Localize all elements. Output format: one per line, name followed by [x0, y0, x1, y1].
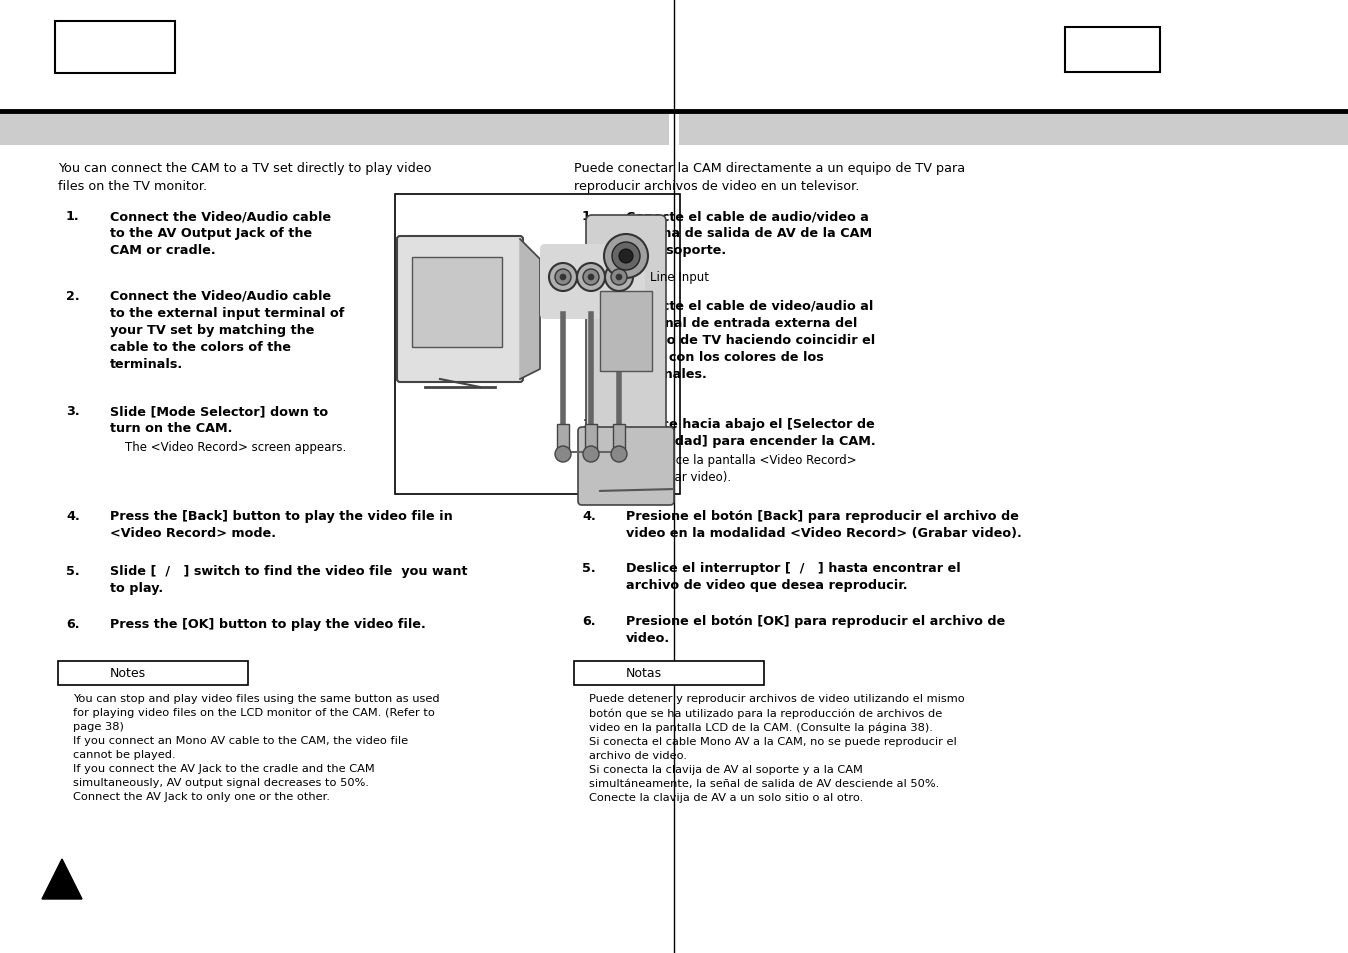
- Text: Puede conectar la CAM directamente a un equipo de TV para
reproducir archivos de: Puede conectar la CAM directamente a un …: [574, 162, 965, 193]
- Text: 4.: 4.: [66, 510, 80, 522]
- Circle shape: [555, 447, 572, 462]
- Text: 1.: 1.: [66, 210, 80, 223]
- Text: 4.: 4.: [582, 510, 596, 522]
- Text: The <Video Record> screen appears.: The <Video Record> screen appears.: [125, 440, 346, 454]
- Bar: [574, 661, 764, 685]
- Circle shape: [611, 270, 627, 286]
- Circle shape: [604, 234, 648, 278]
- Text: 5.: 5.: [582, 561, 596, 575]
- Polygon shape: [520, 240, 541, 379]
- Text: 6.: 6.: [582, 615, 596, 627]
- Text: Press the [Back] button to play the video file in
<Video Record> mode.: Press the [Back] button to play the vide…: [111, 510, 453, 539]
- Text: Slide [  /   ] switch to find the video file  you want
to play.: Slide [ / ] switch to find the video fil…: [111, 564, 468, 595]
- Text: 2.: 2.: [66, 290, 80, 303]
- Text: Notes: Notes: [111, 667, 146, 679]
- FancyBboxPatch shape: [398, 236, 523, 382]
- Circle shape: [612, 243, 640, 271]
- Text: Notas: Notas: [625, 667, 662, 679]
- Circle shape: [616, 274, 621, 281]
- Bar: [585, 424, 597, 455]
- Circle shape: [605, 264, 634, 292]
- Bar: [395, 194, 679, 495]
- Text: Deslice el interruptor [  /   ] hasta encontrar el
archivo de video que desea re: Deslice el interruptor [ / ] hasta encon…: [625, 561, 961, 592]
- Text: 3.: 3.: [582, 417, 596, 431]
- Bar: [58, 661, 248, 685]
- Text: Aparece la pantalla <Video Record>
(Grabar video).: Aparece la pantalla <Video Record> (Grab…: [642, 454, 856, 483]
- Text: Presione el botón [OK] para reproducir el archivo de
video.: Presione el botón [OK] para reproducir e…: [625, 615, 1006, 644]
- Bar: [613, 424, 625, 455]
- Bar: [0, 113, 669, 146]
- Circle shape: [555, 270, 572, 286]
- Text: Puede detener y reproducir archivos de video utilizando el mismo
botón que se ha: Puede detener y reproducir archivos de v…: [589, 693, 965, 802]
- Bar: [600, 292, 652, 372]
- Text: Connect the Video/Audio cable
to the AV Output Jack of the
CAM or cradle.: Connect the Video/Audio cable to the AV …: [111, 210, 332, 256]
- Text: 1.: 1.: [582, 210, 596, 223]
- FancyBboxPatch shape: [586, 215, 666, 468]
- Circle shape: [577, 264, 605, 292]
- Circle shape: [611, 447, 627, 462]
- Polygon shape: [42, 859, 82, 899]
- Text: 2.: 2.: [582, 299, 596, 313]
- Text: 6.: 6.: [66, 618, 80, 630]
- Text: 5.: 5.: [66, 564, 80, 578]
- Circle shape: [549, 264, 577, 292]
- Text: Connect the Video/Audio cable
to the external input terminal of
your TV set by m: Connect the Video/Audio cable to the ext…: [111, 290, 344, 371]
- Circle shape: [582, 270, 599, 286]
- Text: Conecte el cable de audio/video a
la toma de salida de AV de la CAM
o del soport: Conecte el cable de audio/video a la tom…: [625, 210, 872, 256]
- Text: Line Input: Line Input: [650, 272, 709, 284]
- Bar: [557, 424, 569, 455]
- Text: Press the [OK] button to play the video file.: Press the [OK] button to play the video …: [111, 618, 426, 630]
- Text: You can connect the CAM to a TV set directly to play video
files on the TV monit: You can connect the CAM to a TV set dire…: [58, 162, 431, 193]
- Text: Conecte el cable de video/audio al
terminal de entrada externa del
equipo de TV : Conecte el cable de video/audio al termi…: [625, 299, 875, 380]
- FancyBboxPatch shape: [541, 245, 644, 319]
- Text: Slide [Mode Selector] down to
turn on the CAM.: Slide [Mode Selector] down to turn on th…: [111, 405, 328, 435]
- Bar: [412, 257, 501, 348]
- Circle shape: [619, 250, 634, 264]
- Circle shape: [582, 447, 599, 462]
- Text: Presione el botón [Back] para reproducir el archivo de
video en la modalidad <Vi: Presione el botón [Back] para reproducir…: [625, 510, 1022, 539]
- Text: Deslice hacia abajo el [Selector de
modalidad] para encender la CAM.: Deslice hacia abajo el [Selector de moda…: [625, 417, 876, 448]
- Bar: [55, 22, 175, 74]
- Bar: [679, 113, 1348, 146]
- FancyBboxPatch shape: [578, 428, 674, 505]
- Bar: [1065, 28, 1161, 73]
- Circle shape: [588, 274, 594, 281]
- Text: 3.: 3.: [66, 405, 80, 417]
- Circle shape: [559, 274, 566, 281]
- Text: You can stop and play video files using the same button as used
for playing vide: You can stop and play video files using …: [73, 693, 439, 801]
